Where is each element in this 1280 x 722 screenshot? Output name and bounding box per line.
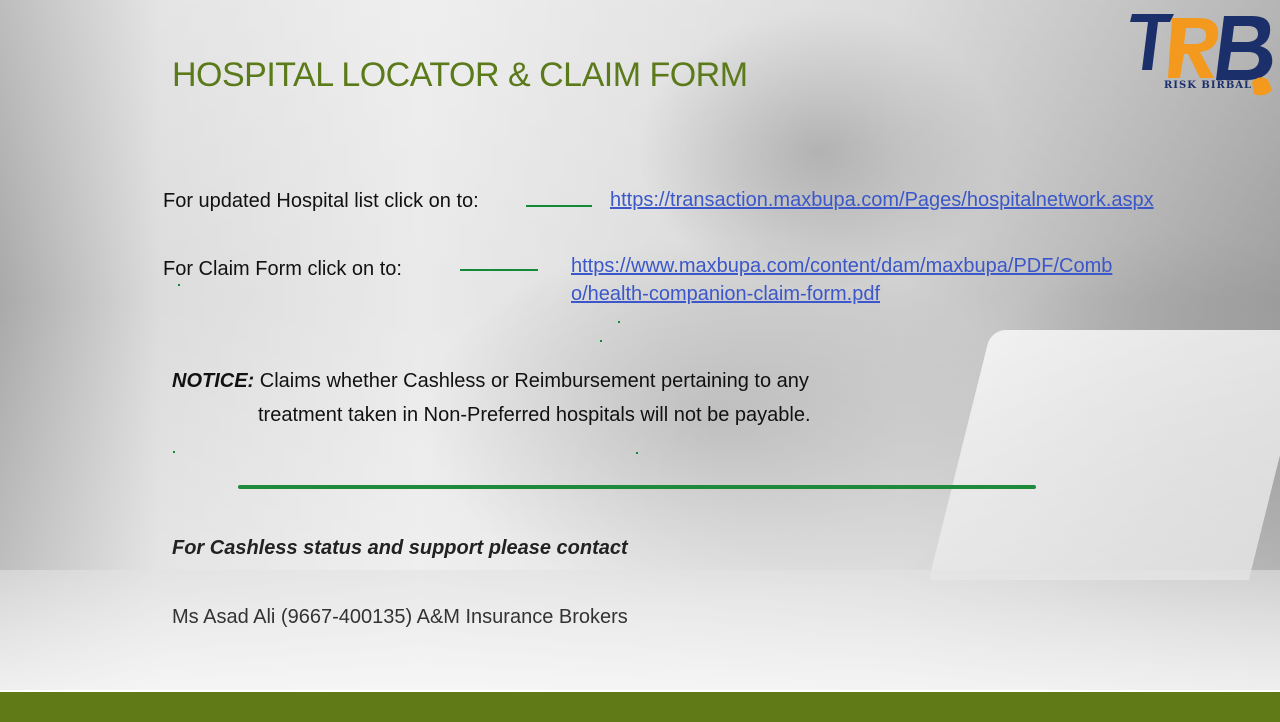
- decorative-dot: [600, 340, 602, 342]
- decorative-dot: [173, 451, 175, 453]
- section-divider: [238, 485, 1036, 489]
- footer-band: [0, 690, 1280, 722]
- notice-block: NOTICE: Claims whether Cashless or Reimb…: [172, 364, 932, 432]
- hospital-list-label: For updated Hospital list click on to:: [163, 190, 479, 212]
- background-overlay: [0, 0, 1280, 690]
- hospital-list-link[interactable]: https://transaction.maxbupa.com/Pages/ho…: [610, 189, 1154, 211]
- contact-info: Ms Asad Ali (9667-400135) A&M Insurance …: [172, 606, 628, 628]
- claim-form-link-line2[interactable]: o/health-companion-claim-form.pdf: [571, 283, 881, 305]
- slide-title: HOSPITAL LOCATOR & CLAIM FORM: [172, 56, 748, 94]
- notice-heading: NOTICE:: [172, 370, 255, 392]
- notice-text-line2: treatment taken in Non-Preferred hospita…: [258, 404, 811, 426]
- decorative-dot: [636, 452, 638, 454]
- claim-form-link-line1[interactable]: https://www.maxbupa.com/content/dam/maxb…: [571, 255, 1113, 277]
- hospital-list-connector-line: [526, 205, 592, 207]
- notice-text-line1: Claims whether Cashless or Reimbursement…: [259, 370, 809, 392]
- risk-birbal-logo-icon: [1130, 14, 1273, 96]
- claim-form-label: For Claim Form click on to:: [163, 258, 402, 280]
- support-heading: For Cashless status and support please c…: [172, 537, 628, 559]
- decorative-dot: [618, 321, 620, 323]
- desk-surface: [0, 570, 1280, 690]
- claim-form-connector-line: [460, 269, 538, 271]
- claim-form-link[interactable]: https://www.maxbupa.com/content/dam/maxb…: [571, 252, 1211, 308]
- decorative-dot: [178, 284, 180, 286]
- logo-text: RISK BIRBAL: [1164, 80, 1253, 91]
